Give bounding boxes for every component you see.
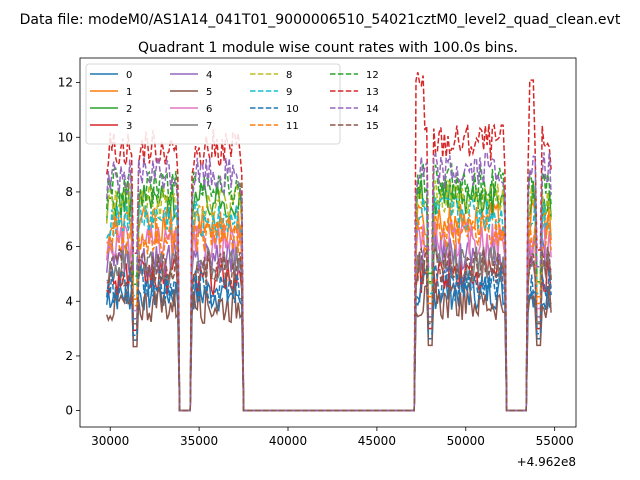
legend-label-9: 9 (286, 87, 292, 98)
x-tick-label: 45000 (358, 434, 396, 448)
y-tick-label: 12 (58, 76, 73, 90)
x-tick-label: 40000 (269, 434, 307, 448)
legend-label-5: 5 (206, 87, 212, 98)
x-axis: 30000 35000 40000 45000 50000 55000 (91, 427, 574, 448)
y-tick-label: 4 (65, 294, 73, 308)
chart-suptitle: Data file: modeM0/AS1A14_041T01_90000065… (20, 12, 621, 28)
x-tick-label: 50000 (447, 434, 485, 448)
y-tick-label: 0 (65, 404, 73, 418)
y-axis: 0 2 4 6 8 10 12 (58, 76, 80, 418)
legend-label-0: 0 (126, 70, 132, 81)
legend-label-8: 8 (286, 70, 292, 81)
y-tick-label: 2 (65, 349, 73, 363)
legend-label-7: 7 (206, 121, 212, 132)
legend-label-14: 14 (366, 104, 379, 115)
series-5-line (105, 281, 552, 412)
legend-label-12: 12 (366, 70, 379, 81)
legend-label-13: 13 (366, 87, 379, 98)
chart-title: Quadrant 1 module wise count rates with … (138, 40, 518, 56)
legend-label-3: 3 (126, 121, 132, 132)
legend-label-2: 2 (126, 104, 132, 115)
legend-label-1: 1 (126, 87, 132, 98)
legend-label-4: 4 (206, 70, 212, 81)
legend-label-6: 6 (206, 104, 212, 115)
y-tick-label: 8 (65, 185, 73, 199)
x-tick-label: 30000 (91, 434, 129, 448)
legend-label-15: 15 (366, 121, 379, 132)
series-15-line (106, 247, 552, 412)
legend-box (85, 63, 341, 145)
x-tick-label: 55000 (536, 434, 574, 448)
legend-label-11: 11 (286, 121, 299, 132)
y-tick-label: 6 (65, 240, 73, 254)
series-14-line (105, 150, 552, 412)
legend-label-10: 10 (286, 104, 299, 115)
x-tick-label: 35000 (180, 434, 218, 448)
series-group (105, 72, 552, 412)
plot-frame (79, 57, 577, 428)
x-offset-label: +4.962e8 (517, 455, 576, 469)
y-tick-label: 10 (58, 130, 73, 144)
series-10-line (105, 263, 552, 412)
series-11-line (106, 213, 552, 412)
